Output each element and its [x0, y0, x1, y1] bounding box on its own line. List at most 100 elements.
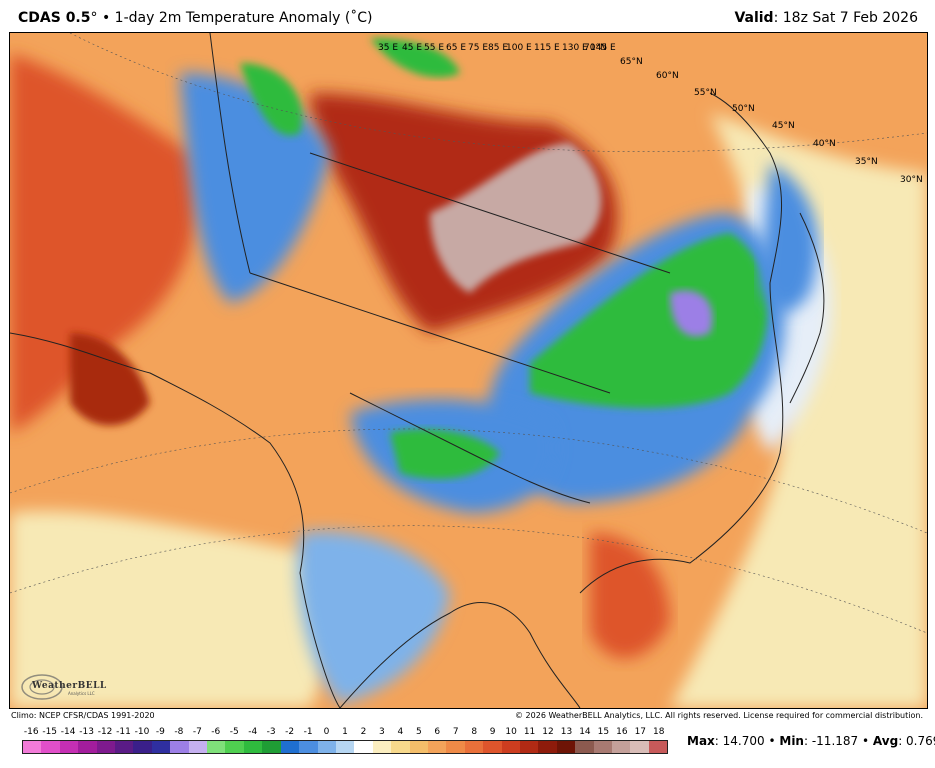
cool-india	[297, 531, 450, 703]
max-value: 14.700	[722, 734, 765, 748]
color-swatch	[188, 741, 208, 753]
coldest-core	[670, 290, 713, 337]
avg-label: Avg	[872, 734, 899, 748]
warm-core-mideast	[70, 333, 150, 426]
scale-tick-label: 11	[523, 727, 536, 737]
copyright-note: © 2026 WeatherBELL Analytics, LLC. All r…	[515, 711, 923, 720]
scale-tick-label: -8	[174, 727, 184, 737]
color-swatch	[593, 741, 612, 753]
scale-tick-label: 1	[342, 727, 348, 737]
color-swatch	[409, 741, 428, 753]
color-swatch	[115, 741, 134, 753]
color-swatch	[501, 741, 520, 753]
color-swatch	[354, 741, 373, 753]
color-swatch	[96, 741, 116, 753]
color-swatch	[133, 741, 152, 753]
stats-separator: •	[768, 734, 776, 748]
color-swatch	[612, 741, 631, 753]
scale-tick-label: 17	[634, 727, 647, 737]
lat-label: 55°N	[694, 88, 717, 98]
color-scale: -16 -15 -14 -13 -12 -11 -10 -9 -8 -7 -6 -5 -4 -3 -2 -1 0…	[22, 724, 668, 764]
temperature-anomaly-map	[10, 33, 927, 708]
scale-tick-label: 5	[415, 727, 422, 737]
min-label: Min	[779, 734, 804, 748]
green-arctic	[370, 38, 460, 78]
color-swatch	[335, 741, 355, 753]
lat-label: 50°N	[732, 104, 755, 114]
cold-anomaly-china	[530, 233, 768, 408]
logo-text: WeatherBELL	[32, 681, 107, 691]
lat-label: 30°N	[900, 175, 923, 185]
lon-label: 55 E	[424, 43, 444, 53]
warm-europe	[10, 53, 197, 433]
scale-tick-label: -1	[303, 727, 313, 737]
color-swatch	[427, 741, 447, 753]
neutral-southwest	[10, 511, 329, 708]
lon-label: 100 E	[506, 43, 532, 53]
scale-tick-label: 7	[452, 727, 459, 737]
color-swatch	[538, 741, 557, 753]
green-tibet	[390, 429, 500, 479]
statistics: Max: 14.700 • Min: -11.187 • Avg: 0.769	[687, 734, 935, 748]
color-swatch	[262, 741, 281, 753]
color-swatch	[575, 741, 594, 753]
scale-tick-label: -12	[97, 727, 113, 737]
valid-value: 18z Sat 7 Feb 2026	[782, 10, 918, 26]
scale-tick-label: -7	[192, 727, 202, 737]
color-swatch	[372, 741, 392, 753]
map-borders	[10, 33, 825, 708]
avg-value: 0.769	[906, 734, 935, 748]
color-swatch	[391, 741, 410, 753]
color-swatch	[78, 741, 97, 753]
scale-tick-label: 14	[579, 727, 591, 737]
scale-tick-label: -16	[23, 727, 39, 737]
scale-tick-label: -15	[42, 727, 58, 737]
valid-label: Valid	[734, 10, 774, 26]
hot-core-siberia	[430, 143, 602, 293]
lon-label: 35 E	[378, 43, 398, 53]
scale-tick-label: 10	[505, 727, 517, 737]
green-urals	[240, 63, 302, 136]
scale-tick-label: 0	[323, 727, 330, 737]
scale-tick-label: -13	[79, 727, 94, 737]
scale-tick-label: -2	[285, 727, 295, 737]
color-swatch	[519, 741, 539, 753]
scale-tick-label: -14	[60, 727, 76, 737]
footer-row: Climo: NCEP CFSR/CDAS 1991-2020 © 2026 W…	[0, 708, 935, 722]
scale-tick-label: -5	[229, 727, 239, 737]
lon-label: 70°N	[584, 43, 607, 53]
scale-tick-label: 13	[560, 727, 573, 737]
max-label: Max	[687, 734, 715, 748]
color-swatch	[556, 741, 576, 753]
color-swatch	[280, 741, 300, 753]
title-separator: •	[101, 10, 111, 26]
color-swatch	[483, 741, 502, 753]
scale-tick-label: 16	[616, 727, 628, 737]
weatherbell-logo: WeatherBELL Analytics LLC	[16, 667, 110, 707]
map-frame: 35 E 45 E 55 E 65 E 75 E 85 E 100 E 115 …	[9, 32, 928, 709]
scale-tick-label: 4	[397, 727, 404, 737]
scale-tick-label: -11	[116, 727, 131, 737]
logo-swirl-icon	[21, 674, 63, 700]
lat-label: 60°N	[656, 71, 679, 81]
valid-time: Valid: 18z Sat 7 Feb 2026	[734, 10, 918, 26]
color-swatch	[243, 741, 263, 753]
scale-tick-label: -10	[134, 727, 150, 737]
lat-label: 35°N	[855, 157, 878, 167]
header: CDAS 0.5° • 1-day 2m Temperature Anomaly…	[0, 0, 935, 32]
scale-tick-label: -9	[155, 727, 165, 737]
scale-tick-label: 9	[489, 727, 496, 737]
color-swatch	[464, 741, 484, 753]
scale-tick-label: 18	[653, 727, 665, 737]
color-swatch	[207, 741, 226, 753]
scale-tick-label: 12	[542, 727, 554, 737]
scale-tick-labels: -16 -15 -14 -13 -12 -11 -10 -9 -8 -7 -6 -5 -4 -3 -2 -1 0…	[22, 724, 668, 738]
map-title: CDAS 0.5° • 1-day 2m Temperature Anomaly…	[18, 10, 373, 26]
color-swatch	[299, 741, 318, 753]
climo-note: Climo: NCEP CFSR/CDAS 1991-2020	[11, 711, 155, 720]
scale-tick-label: 6	[434, 727, 441, 737]
color-swatch	[23, 741, 42, 753]
lon-label: 75 E	[468, 43, 488, 53]
scale-tick-label: -6	[211, 727, 221, 737]
lon-label: 85 E	[488, 43, 508, 53]
